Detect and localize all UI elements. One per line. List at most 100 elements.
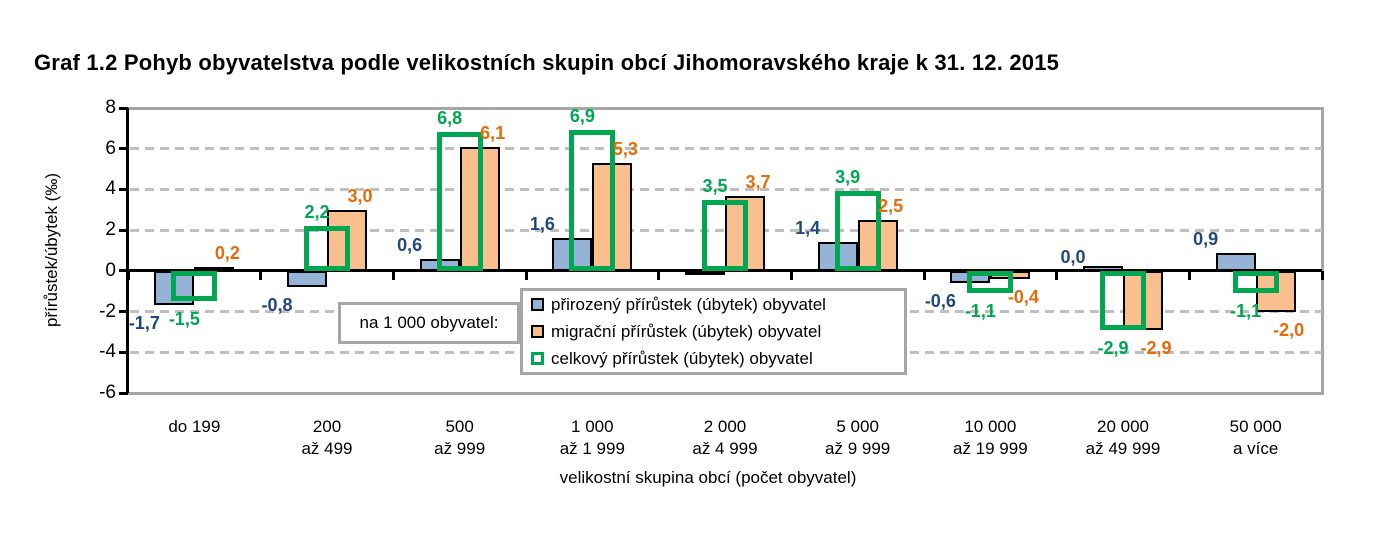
x-axis-category-line: až 9 999: [825, 439, 891, 458]
y-axis-tick-label: -4: [99, 341, 116, 363]
x-axis-category-line: až 1 999: [559, 439, 625, 458]
y-axis-tick: [119, 269, 128, 273]
y-axis-tick: [119, 228, 128, 232]
data-label-celkovy: -1,5: [168, 309, 200, 330]
unit-note-text: na 1 000 obyvatel:: [359, 313, 499, 332]
bar-celkovy: [702, 199, 748, 271]
y-axis-title: přírůstek/úbytek (‰): [42, 173, 61, 327]
gridline: [130, 187, 1322, 191]
data-label-prirozeny: -1,7: [128, 313, 160, 334]
chart-title: Graf 1.2 Pohyb obyvatelstva podle veliko…: [34, 50, 1060, 75]
x-axis-tick: [1320, 270, 1324, 280]
x-axis-category-label: do 199: [124, 416, 264, 438]
x-axis-title: velikostní skupina obcí (počet obyvatel): [559, 468, 857, 487]
x-axis-tick: [524, 270, 528, 280]
data-label-migracni: 6,1: [480, 122, 506, 143]
plot-area-border: [128, 107, 1324, 395]
unit-note-box: na 1 000 obyvatel:: [338, 302, 520, 344]
x-axis-category-line: až 19 999: [952, 439, 1028, 458]
x-axis-category-line: 1 000: [571, 417, 614, 436]
y-axis-tick: [119, 310, 128, 314]
data-label-prirozeny: -0,6: [924, 291, 956, 312]
data-label-migracni: 2,5: [878, 195, 904, 216]
x-axis-tick: [126, 270, 130, 280]
data-label-prirozeny: 0,6: [397, 234, 423, 255]
data-label-prirozeny: 1,4: [795, 218, 821, 239]
legend: přirozený přírůstek (úbytek) obyvatel mig…: [520, 288, 907, 375]
y-axis-tick-label: 0: [105, 259, 116, 281]
data-label-celkovy: 2,2: [304, 202, 330, 223]
x-axis-tick: [259, 270, 263, 280]
y-axis-tick: [119, 350, 128, 354]
data-label-migracni: -2,0: [1273, 319, 1305, 340]
legend-item-prirozeny: přirozený přírůstek (úbytek) obyvatel: [531, 291, 904, 318]
x-axis-category-line: 2 000: [703, 417, 747, 436]
x-axis-category-label: 1 000 až 1 999: [522, 416, 662, 460]
x-axis-category-line: 50 000: [1229, 417, 1282, 436]
x-axis-tick: [1055, 270, 1059, 280]
y-axis-tick-label: 2: [105, 219, 116, 241]
x-axis-category-label: 50 000 a více: [1186, 416, 1326, 460]
y-axis-tick: [119, 106, 128, 110]
x-axis-category-line: do 199: [168, 417, 221, 436]
y-axis-tick-label: 8: [105, 97, 116, 118]
y-axis-tick: [119, 391, 128, 395]
x-axis-category-line: 20 000: [1097, 417, 1149, 436]
y-axis-tick-label: 6: [105, 137, 116, 159]
y-axis-tick: [119, 187, 128, 191]
x-axis-zero-line: [128, 269, 1322, 273]
x-axis-category-line: až 499: [301, 439, 353, 458]
x-axis-category-label: 2 000 až 4 999: [655, 416, 795, 460]
bar-celkovy: [1100, 270, 1146, 330]
x-axis-category-label: 20 000 až 49 999: [1053, 416, 1193, 460]
bar-prirozeny: [1215, 252, 1256, 271]
data-label-migracni: 0,2: [214, 242, 240, 263]
x-axis-category-line: 200: [312, 417, 342, 436]
legend-label-prirozeny: přirozený přírůstek (úbytek) obyvatel: [551, 294, 826, 314]
data-label-celkovy: 6,9: [569, 106, 595, 127]
x-axis-tick: [1187, 270, 1191, 280]
x-axis-category-line: a více: [1232, 439, 1279, 458]
x-axis-category-line: 10 000: [964, 417, 1017, 436]
x-axis-category-line: až 4 999: [692, 439, 758, 458]
x-axis-category-line: až 999: [434, 439, 486, 458]
data-label-migracni: -2,9: [1140, 337, 1172, 358]
x-axis-category-label: 200 až 499: [257, 416, 397, 460]
bar-prirozeny: [287, 270, 327, 288]
y-axis-tick-label: 4: [105, 178, 116, 200]
bar-celkovy: [436, 132, 483, 271]
legend-marker-celkovy-icon: [531, 352, 544, 365]
data-label-celkovy: 3,9: [835, 167, 861, 188]
data-label-migracni: 3,7: [745, 171, 771, 192]
legend-marker-prirozeny-icon: [531, 298, 544, 311]
y-axis-tick-label: -6: [99, 382, 116, 403]
data-label-prirozeny: 0,0: [1060, 246, 1086, 267]
bar-celkovy: [569, 130, 616, 271]
data-label-celkovy: -1,1: [964, 301, 996, 322]
x-axis-tick: [789, 270, 793, 280]
legend-label-celkovy: celkový přírůstek (úbytek) obyvatel: [551, 348, 813, 368]
x-axis-category-label: 10 000 až 19 999: [920, 416, 1060, 460]
data-label-migracni: 3,0: [347, 185, 373, 206]
data-label-celkovy: -2,9: [1097, 337, 1129, 358]
data-label-prirozeny: -0,8: [261, 295, 293, 316]
y-axis-line: [126, 108, 129, 393]
legend-label-migracni: migrační přírůstek (úbytek) obyvatel: [551, 321, 822, 341]
y-axis-tick: [119, 147, 128, 151]
bar-celkovy: [171, 270, 218, 302]
x-axis-tick: [922, 270, 926, 280]
bar-celkovy: [967, 270, 1014, 294]
data-label-prirozeny: 1,6: [529, 214, 555, 235]
x-axis-category-line: 5 000: [836, 417, 879, 436]
data-label-migracni: -0,4: [1007, 287, 1039, 307]
bar-celkovy: [1232, 270, 1279, 294]
bar-celkovy: [304, 226, 350, 271]
x-axis-category-line: 500: [445, 417, 474, 436]
x-axis-tick: [391, 270, 395, 280]
legend-item-migracni: migrační přírůstek (úbytek) obyvatel: [531, 318, 904, 345]
data-label-celkovy: 6,8: [437, 108, 463, 129]
bar-celkovy: [834, 191, 881, 271]
x-axis-category-line: až 49 999: [1085, 439, 1161, 458]
x-axis-category-label: 500 až 999: [390, 416, 530, 460]
